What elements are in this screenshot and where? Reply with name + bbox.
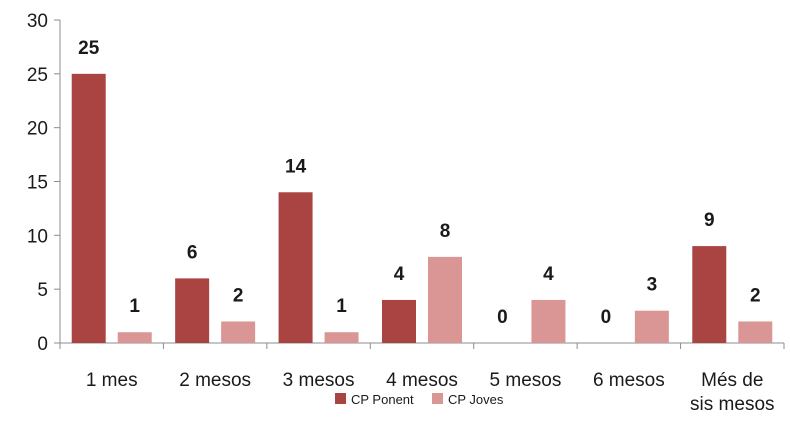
- x-tick-label: 1 mes: [86, 370, 138, 391]
- data-label: 1: [129, 296, 140, 317]
- data-label: 6: [187, 242, 198, 263]
- y-tick-label: 5: [37, 280, 48, 301]
- bar: [738, 321, 773, 343]
- legend-label: CP Joves: [448, 392, 504, 407]
- bar: [382, 299, 416, 343]
- data-label: 2: [750, 285, 761, 306]
- chart-bars: [71, 73, 773, 343]
- data-label: 0: [601, 307, 612, 328]
- x-tick-label: Més de sis mesos: [690, 370, 774, 415]
- data-label: 8: [440, 221, 451, 242]
- y-tick-label: 25: [27, 65, 48, 86]
- bar: [117, 332, 152, 343]
- legend-label: CP Ponent: [351, 392, 414, 407]
- legend-swatch: [432, 393, 443, 404]
- bar: [221, 321, 256, 343]
- bar: [634, 310, 669, 343]
- x-tick-label: 6 mesos: [593, 370, 665, 391]
- chart-data-labels: 25 6 14 4 0 0 9 1 2 1 8 4 3 2: [78, 38, 760, 328]
- data-label: 0: [497, 307, 508, 328]
- chart-legend: CP Ponent CP Joves: [335, 392, 504, 407]
- y-tick-label: 30: [27, 11, 48, 32]
- data-label: 3: [647, 275, 658, 296]
- y-tick-label: 15: [27, 173, 48, 194]
- y-tick-label: 20: [27, 119, 48, 140]
- bar: [278, 192, 313, 343]
- y-tick-label: 10: [27, 226, 48, 247]
- x-tick-label: 2 mesos: [179, 370, 251, 391]
- data-label: 9: [704, 210, 715, 231]
- bar: [324, 332, 359, 343]
- data-label: 4: [543, 264, 554, 285]
- bar: [692, 246, 727, 343]
- data-label: 2: [233, 285, 244, 306]
- data-label: 1: [336, 296, 347, 317]
- bar: [175, 278, 210, 343]
- bar: [71, 73, 106, 343]
- bar: [531, 299, 566, 343]
- bar: [428, 256, 462, 343]
- x-tick-label: 3 mesos: [283, 370, 355, 391]
- data-label: 14: [285, 156, 307, 177]
- data-label: 4: [394, 264, 405, 285]
- x-tick-label: 5 mesos: [490, 370, 562, 391]
- data-label: 25: [78, 38, 100, 59]
- legend-swatch: [335, 393, 346, 404]
- x-tick-label: 4 mesos: [386, 370, 458, 391]
- y-tick-label: 0: [37, 334, 48, 355]
